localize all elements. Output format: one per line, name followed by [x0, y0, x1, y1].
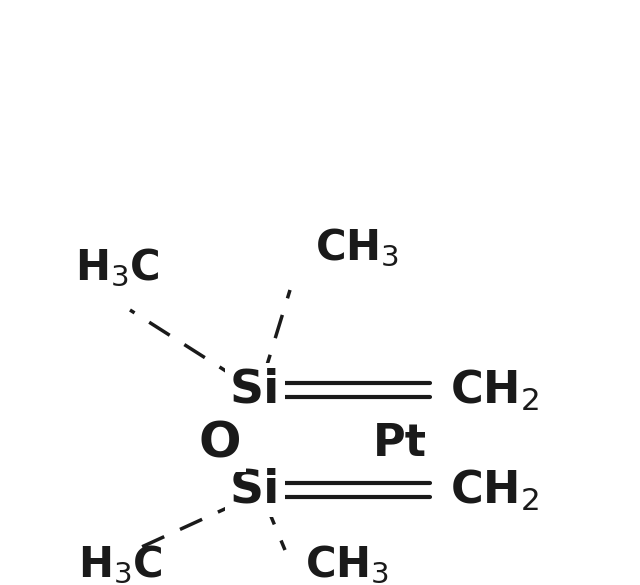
- Text: Pt: Pt: [373, 422, 427, 464]
- Text: CH$_2$: CH$_2$: [450, 467, 539, 512]
- Text: O: O: [199, 419, 241, 467]
- Text: CH$_2$: CH$_2$: [450, 367, 539, 412]
- Text: Si: Si: [230, 367, 280, 412]
- Text: H$_3$C: H$_3$C: [78, 544, 163, 585]
- Text: Si: Si: [230, 467, 280, 512]
- Text: CH$_3$: CH$_3$: [315, 227, 399, 269]
- Text: CH$_3$: CH$_3$: [305, 544, 389, 585]
- Text: H$_3$C: H$_3$C: [75, 247, 160, 289]
